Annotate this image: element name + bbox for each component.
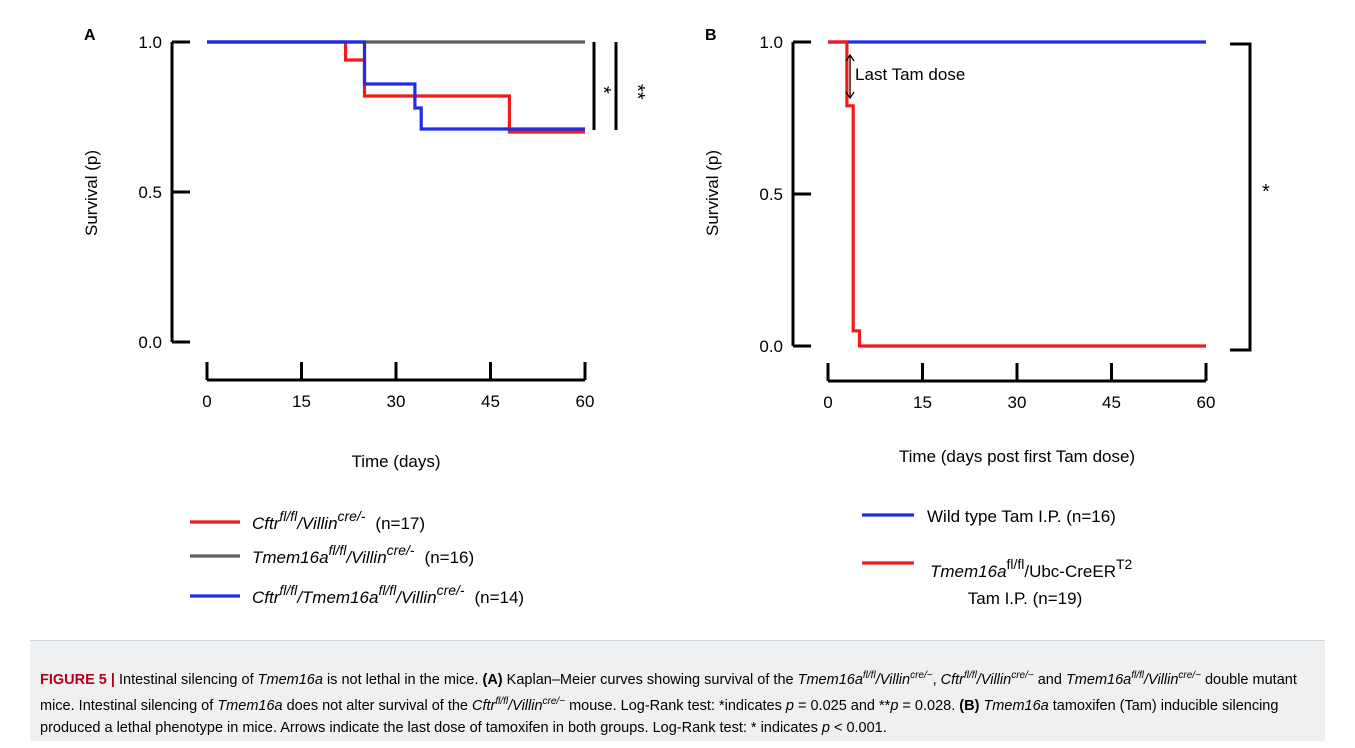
x-tick-label: 30	[1008, 393, 1027, 412]
x-tick-label: 0	[823, 393, 832, 412]
legend-label-cftr: Cftrfl/fl/Villincre/- (n=17)	[252, 508, 425, 533]
significance-star-1: *	[592, 86, 614, 94]
last-dose-arrow-up-head	[845, 53, 855, 62]
x-tick-label: 60	[576, 392, 595, 411]
panel-b-significance: *	[1230, 42, 1270, 352]
y-tick-label: 0.0	[138, 333, 162, 352]
panel-b-curves	[828, 40, 1206, 348]
legend-label-tmemubc-line2: Tam I.P. (n=19)	[968, 589, 1083, 608]
legend-label-tmemubc: Tmem16afl/fl/Ubc-CreERT2	[930, 556, 1132, 581]
x-tick-label: 15	[913, 393, 932, 412]
y-tick-label: 0.0	[759, 337, 783, 356]
y-tick-label: 0.5	[138, 183, 162, 202]
figure-caption: FIGURE 5 | Intestinal silencing of Tmem1…	[40, 670, 1297, 736]
panel-b-y-label: Survival (p)	[703, 150, 722, 236]
survival-curve-cftr	[207, 40, 585, 134]
panel-a-y-label: Survival (p)	[82, 150, 101, 236]
significance-star: *	[1262, 181, 1270, 203]
x-tick-label: 30	[387, 392, 406, 411]
panel-b-annotation: Last Tam dose	[845, 53, 965, 100]
survival-curve-tmemubc	[828, 40, 1206, 348]
panel-a-legend: Cftrfl/fl/Villincre/- (n=17) Tmem16afl/fl/…	[190, 508, 524, 607]
caption-box	[30, 640, 1325, 741]
x-tick-label: 45	[1102, 393, 1121, 412]
x-tick-label: 0	[202, 392, 211, 411]
panel-b-legend: Wild type Tam I.P. (n=16) Tmem16afl/fl/Ub…	[862, 507, 1132, 608]
panel-b-letter: B	[705, 27, 717, 44]
y-tick-label: 0.5	[759, 185, 783, 204]
last-dose-annotation: Last Tam dose	[855, 65, 965, 84]
figure-5: A Survival (p) Time (days) 0.0 0.5 1.0 0 15 3…	[82, 27, 1270, 608]
panel-a-x-label: Time (days)	[351, 452, 440, 471]
x-tick-label: 15	[292, 392, 311, 411]
panel-b-x-label: Time (days post first Tam dose)	[899, 447, 1135, 466]
y-tick-label: 1.0	[138, 33, 162, 52]
legend-label-tmem: Tmem16afl/fl/Villincre/- (n=16)	[252, 542, 474, 567]
significance-star-2: **	[626, 84, 648, 100]
panel-a-letter: A	[84, 27, 96, 44]
panel-b-axes: 0.0 0.5 1.0 0 15 30 45 60	[759, 33, 1215, 412]
panel-a-significance: * **	[592, 42, 648, 130]
panel-a-axes: 0.0 0.5 1.0 0 15 30 45 60	[138, 33, 594, 411]
significance-bracket	[1230, 42, 1252, 352]
legend-label-dbl: Cftrfl/fl/Tmem16afl/fl/Villincre/- (n=14)	[252, 582, 524, 607]
panel-b: B Survival (p) Time (days post first Tam…	[703, 27, 1270, 608]
x-tick-label: 60	[1197, 393, 1216, 412]
legend-label-wt: Wild type Tam I.P. (n=16)	[927, 507, 1116, 526]
survival-curve-dbl	[207, 40, 585, 131]
y-tick-label: 1.0	[759, 33, 783, 52]
panel-a-curves	[207, 40, 585, 134]
last-dose-arrow-down-head	[845, 91, 855, 100]
panel-a: A Survival (p) Time (days) 0.0 0.5 1.0 0 15 3…	[82, 27, 648, 607]
x-tick-label: 45	[481, 392, 500, 411]
